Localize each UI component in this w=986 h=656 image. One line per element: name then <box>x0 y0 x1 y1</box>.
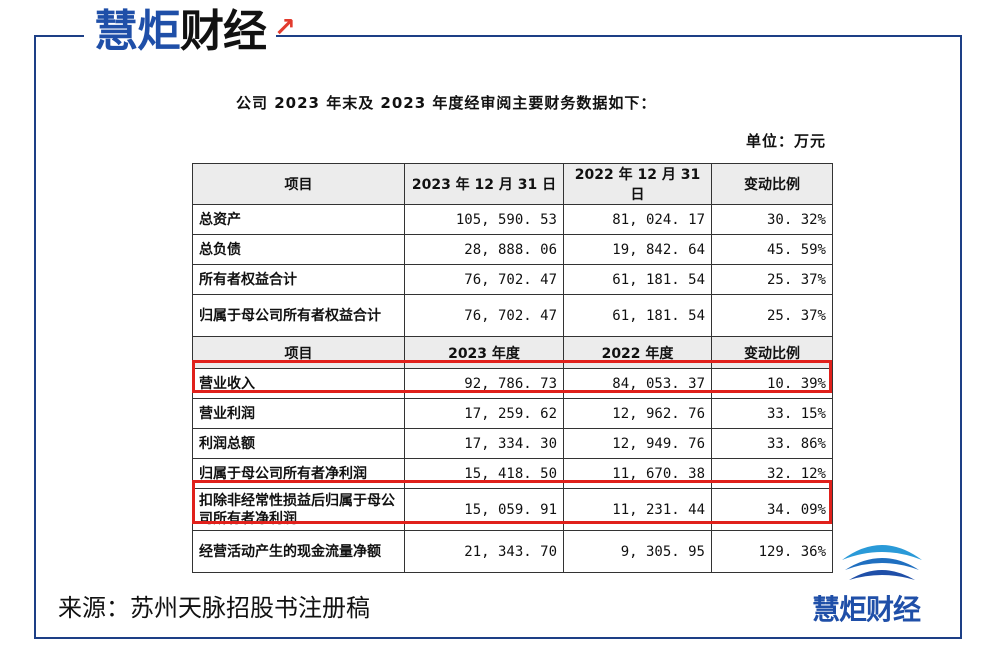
cell-change: 33. 86% <box>711 428 833 459</box>
cell-value: 19, 842. 64 <box>563 234 712 265</box>
brand-part2: 财经 <box>866 593 921 626</box>
brand-logo-top: 慧炬财经 ↗ <box>84 4 296 60</box>
cell-change: 129. 36% <box>711 530 833 573</box>
cell-value: 76, 702. 47 <box>404 294 564 337</box>
cell-change: 25. 37% <box>711 294 833 337</box>
cell-change: 45. 59% <box>711 234 833 265</box>
header-cell: 2023 年 12 月 31 日 <box>404 163 564 205</box>
row-label: 总资产 <box>192 204 405 235</box>
table-row: 利润总额 17, 334. 30 12, 949. 76 33. 86% <box>192 428 833 459</box>
cell-value: 9, 305. 95 <box>563 530 712 573</box>
cell-value: 61, 181. 54 <box>563 294 712 337</box>
financial-table: 项目 2023 年 12 月 31 日 2022 年 12 月 31 日 变动比… <box>192 163 833 573</box>
brand-text-bottom: 慧炬财经 <box>812 588 921 628</box>
source-caption: 来源：苏州天脉招股书注册稿 <box>58 594 370 622</box>
table-header-row: 项目 2023 年度 2022 年度 变动比例 <box>192 336 833 369</box>
row-label: 扣除非经常性损益后归属于母公司所有者净利润 <box>192 488 405 531</box>
header-cell: 2022 年度 <box>563 336 712 369</box>
table-row: 经营活动产生的现金流量净额 21, 343. 70 9, 305. 95 129… <box>192 530 833 573</box>
table-row: 归属于母公司所有者净利润 15, 418. 50 11, 670. 38 32.… <box>192 458 833 489</box>
row-label: 归属于母公司所有者权益合计 <box>192 294 405 337</box>
row-label: 所有者权益合计 <box>192 264 405 295</box>
cell-change: 33. 15% <box>711 398 833 429</box>
row-label: 利润总额 <box>192 428 405 459</box>
cell-value: 61, 181. 54 <box>563 264 712 295</box>
brand-part1: 慧炬 <box>812 593 867 626</box>
cell-value: 15, 059. 91 <box>404 488 564 531</box>
table-row: 营业利润 17, 259. 62 12, 962. 76 33. 15% <box>192 398 833 429</box>
cell-value: 105, 590. 53 <box>404 204 564 235</box>
intro-text: 公司 2023 年末及 2023 年度经审阅主要财务数据如下： <box>236 94 657 112</box>
row-label: 总负债 <box>192 234 405 265</box>
content-frame <box>34 35 962 639</box>
header-cell: 变动比例 <box>711 336 833 369</box>
header-cell: 项目 <box>192 163 405 205</box>
cell-change: 10. 39% <box>711 368 833 399</box>
row-label: 营业收入 <box>192 368 405 399</box>
cell-value: 15, 418. 50 <box>404 458 564 489</box>
cell-value: 12, 962. 76 <box>563 398 712 429</box>
cell-value: 92, 786. 73 <box>404 368 564 399</box>
wave-logo-icon <box>842 545 922 580</box>
cell-change: 34. 09% <box>711 488 833 531</box>
cell-value: 76, 702. 47 <box>404 264 564 295</box>
cell-value: 11, 231. 44 <box>563 488 712 531</box>
cell-value: 28, 888. 06 <box>404 234 564 265</box>
table-row: 扣除非经常性损益后归属于母公司所有者净利润 15, 059. 91 11, 23… <box>192 488 833 531</box>
unit-label: 单位：万元 <box>745 132 826 150</box>
cell-value: 11, 670. 38 <box>563 458 712 489</box>
cell-value: 17, 334. 30 <box>404 428 564 459</box>
cell-value: 17, 259. 62 <box>404 398 564 429</box>
table-row: 总资产 105, 590. 53 81, 024. 17 30. 32% <box>192 204 833 235</box>
header-cell: 2023 年度 <box>404 336 564 369</box>
table-row: 所有者权益合计 76, 702. 47 61, 181. 54 25. 37% <box>192 264 833 295</box>
table-row: 总负债 28, 888. 06 19, 842. 64 45. 59% <box>192 234 833 265</box>
row-label: 经营活动产生的现金流量净额 <box>192 530 405 573</box>
table-row: 营业收入 92, 786. 73 84, 053. 37 10. 39% <box>192 368 833 399</box>
cell-value: 81, 024. 17 <box>563 204 712 235</box>
cell-change: 30. 32% <box>711 204 833 235</box>
header-cell: 2022 年 12 月 31 日 <box>563 163 712 205</box>
row-label: 营业利润 <box>192 398 405 429</box>
cell-value: 21, 343. 70 <box>404 530 564 573</box>
brand-part2: 财经 <box>180 6 267 57</box>
header-cell: 项目 <box>192 336 405 369</box>
table-header-row: 项目 2023 年 12 月 31 日 2022 年 12 月 31 日 变动比… <box>192 163 833 205</box>
brand-part1: 慧炬 <box>94 6 181 57</box>
header-cell: 变动比例 <box>711 163 833 205</box>
row-label: 归属于母公司所有者净利润 <box>192 458 405 489</box>
cell-change: 32. 12% <box>711 458 833 489</box>
cell-value: 12, 949. 76 <box>563 428 712 459</box>
brand-logo-bottom: 慧炬财经 <box>812 538 952 628</box>
trend-arrow-icon: ↗ <box>274 13 296 43</box>
cell-value: 84, 053. 37 <box>563 368 712 399</box>
cell-change: 25. 37% <box>711 264 833 295</box>
table-row: 归属于母公司所有者权益合计 76, 702. 47 61, 181. 54 25… <box>192 294 833 337</box>
